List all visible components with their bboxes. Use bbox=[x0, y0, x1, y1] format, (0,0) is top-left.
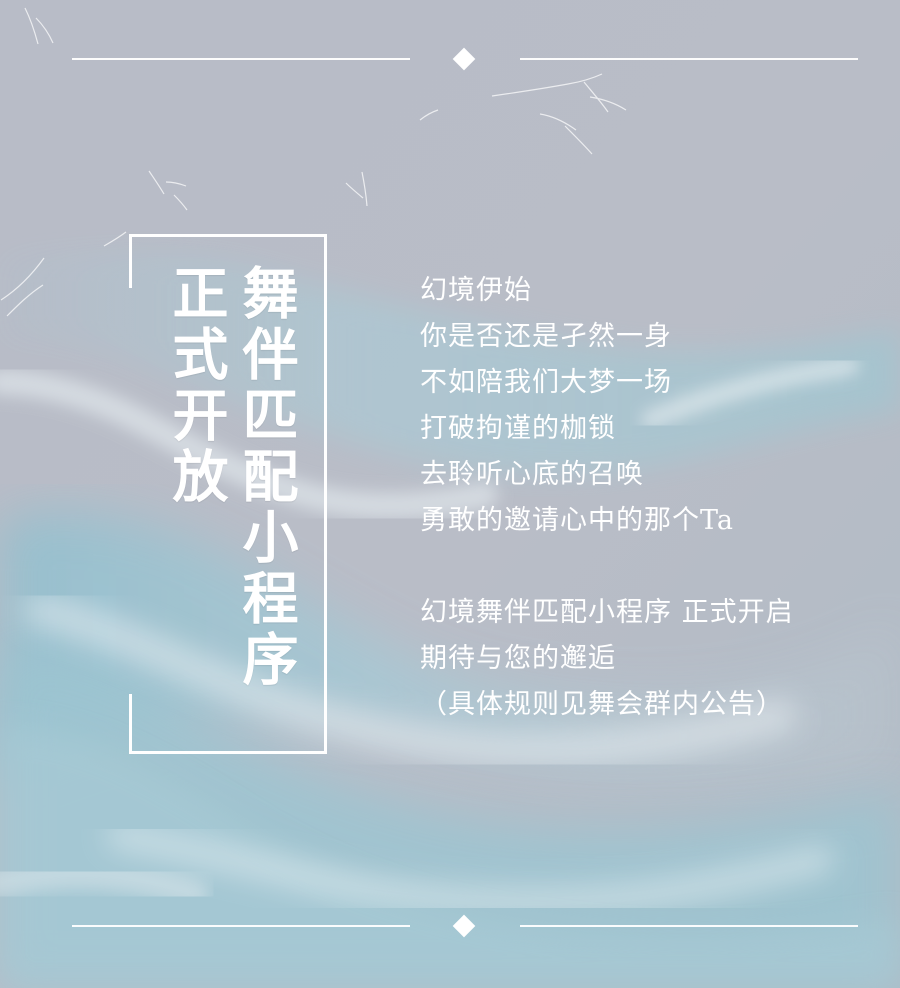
poem-text: 幻境伊始 你是否还是孑然一身 不如陪我们大梦一场 打破拘谨的枷锁 去聆听心底的召… bbox=[420, 268, 794, 728]
poem-line-4: 打破拘谨的枷锁 bbox=[420, 413, 616, 444]
top-divider bbox=[72, 47, 858, 71]
bottom-divider-right-line bbox=[520, 925, 858, 927]
poem-gap bbox=[420, 544, 794, 590]
title-official-open: 正式开放 bbox=[163, 264, 229, 508]
frame-left-top-segment bbox=[129, 234, 132, 288]
title-frame bbox=[129, 234, 327, 754]
poem-line-5: 去聆听心底的召唤 bbox=[420, 459, 644, 490]
top-divider-left-line bbox=[72, 58, 410, 60]
title-dance-partner-matching: 舞伴匹配小程序 bbox=[233, 264, 299, 691]
poem-line-3: 不如陪我们大梦一场 bbox=[420, 367, 672, 398]
poem-line-8: 期待与您的邂逅 bbox=[420, 643, 616, 674]
poem-line-1: 幻境伊始 bbox=[420, 275, 532, 306]
top-divider-right-line bbox=[520, 58, 858, 60]
bottom-divider-left-line bbox=[72, 925, 410, 927]
bottom-diamond-icon bbox=[452, 914, 476, 938]
poem-line-2: 你是否还是孑然一身 bbox=[420, 321, 672, 352]
top-diamond-icon bbox=[452, 47, 476, 71]
bottom-divider bbox=[72, 914, 858, 938]
poem-line-7: 幻境舞伴匹配小程序 正式开启 bbox=[420, 597, 794, 628]
poem-line-6: 勇敢的邀请心中的那个Ta bbox=[420, 505, 735, 536]
poem-line-9: （具体规则见舞会群内公告） bbox=[420, 689, 784, 720]
frame-left-bottom-segment bbox=[129, 694, 132, 754]
